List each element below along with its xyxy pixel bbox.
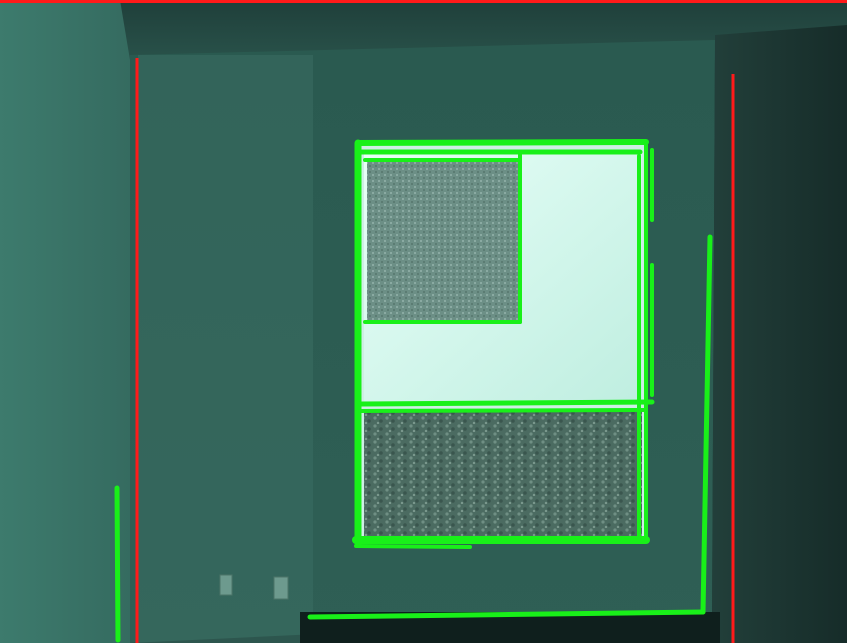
segment (700, 234, 713, 615)
segment (307, 609, 706, 620)
outside-carpet-view (364, 412, 642, 537)
outside-building (367, 162, 519, 320)
outlet (273, 576, 289, 600)
outlet (219, 574, 233, 596)
segment (357, 399, 655, 407)
segment (358, 408, 647, 413)
right-wall (712, 25, 847, 643)
segment (114, 485, 121, 643)
detected-frame-segments (114, 139, 713, 643)
segment (355, 139, 649, 146)
wall-column (138, 55, 313, 643)
left-wall (0, 0, 130, 643)
segment (354, 544, 472, 549)
